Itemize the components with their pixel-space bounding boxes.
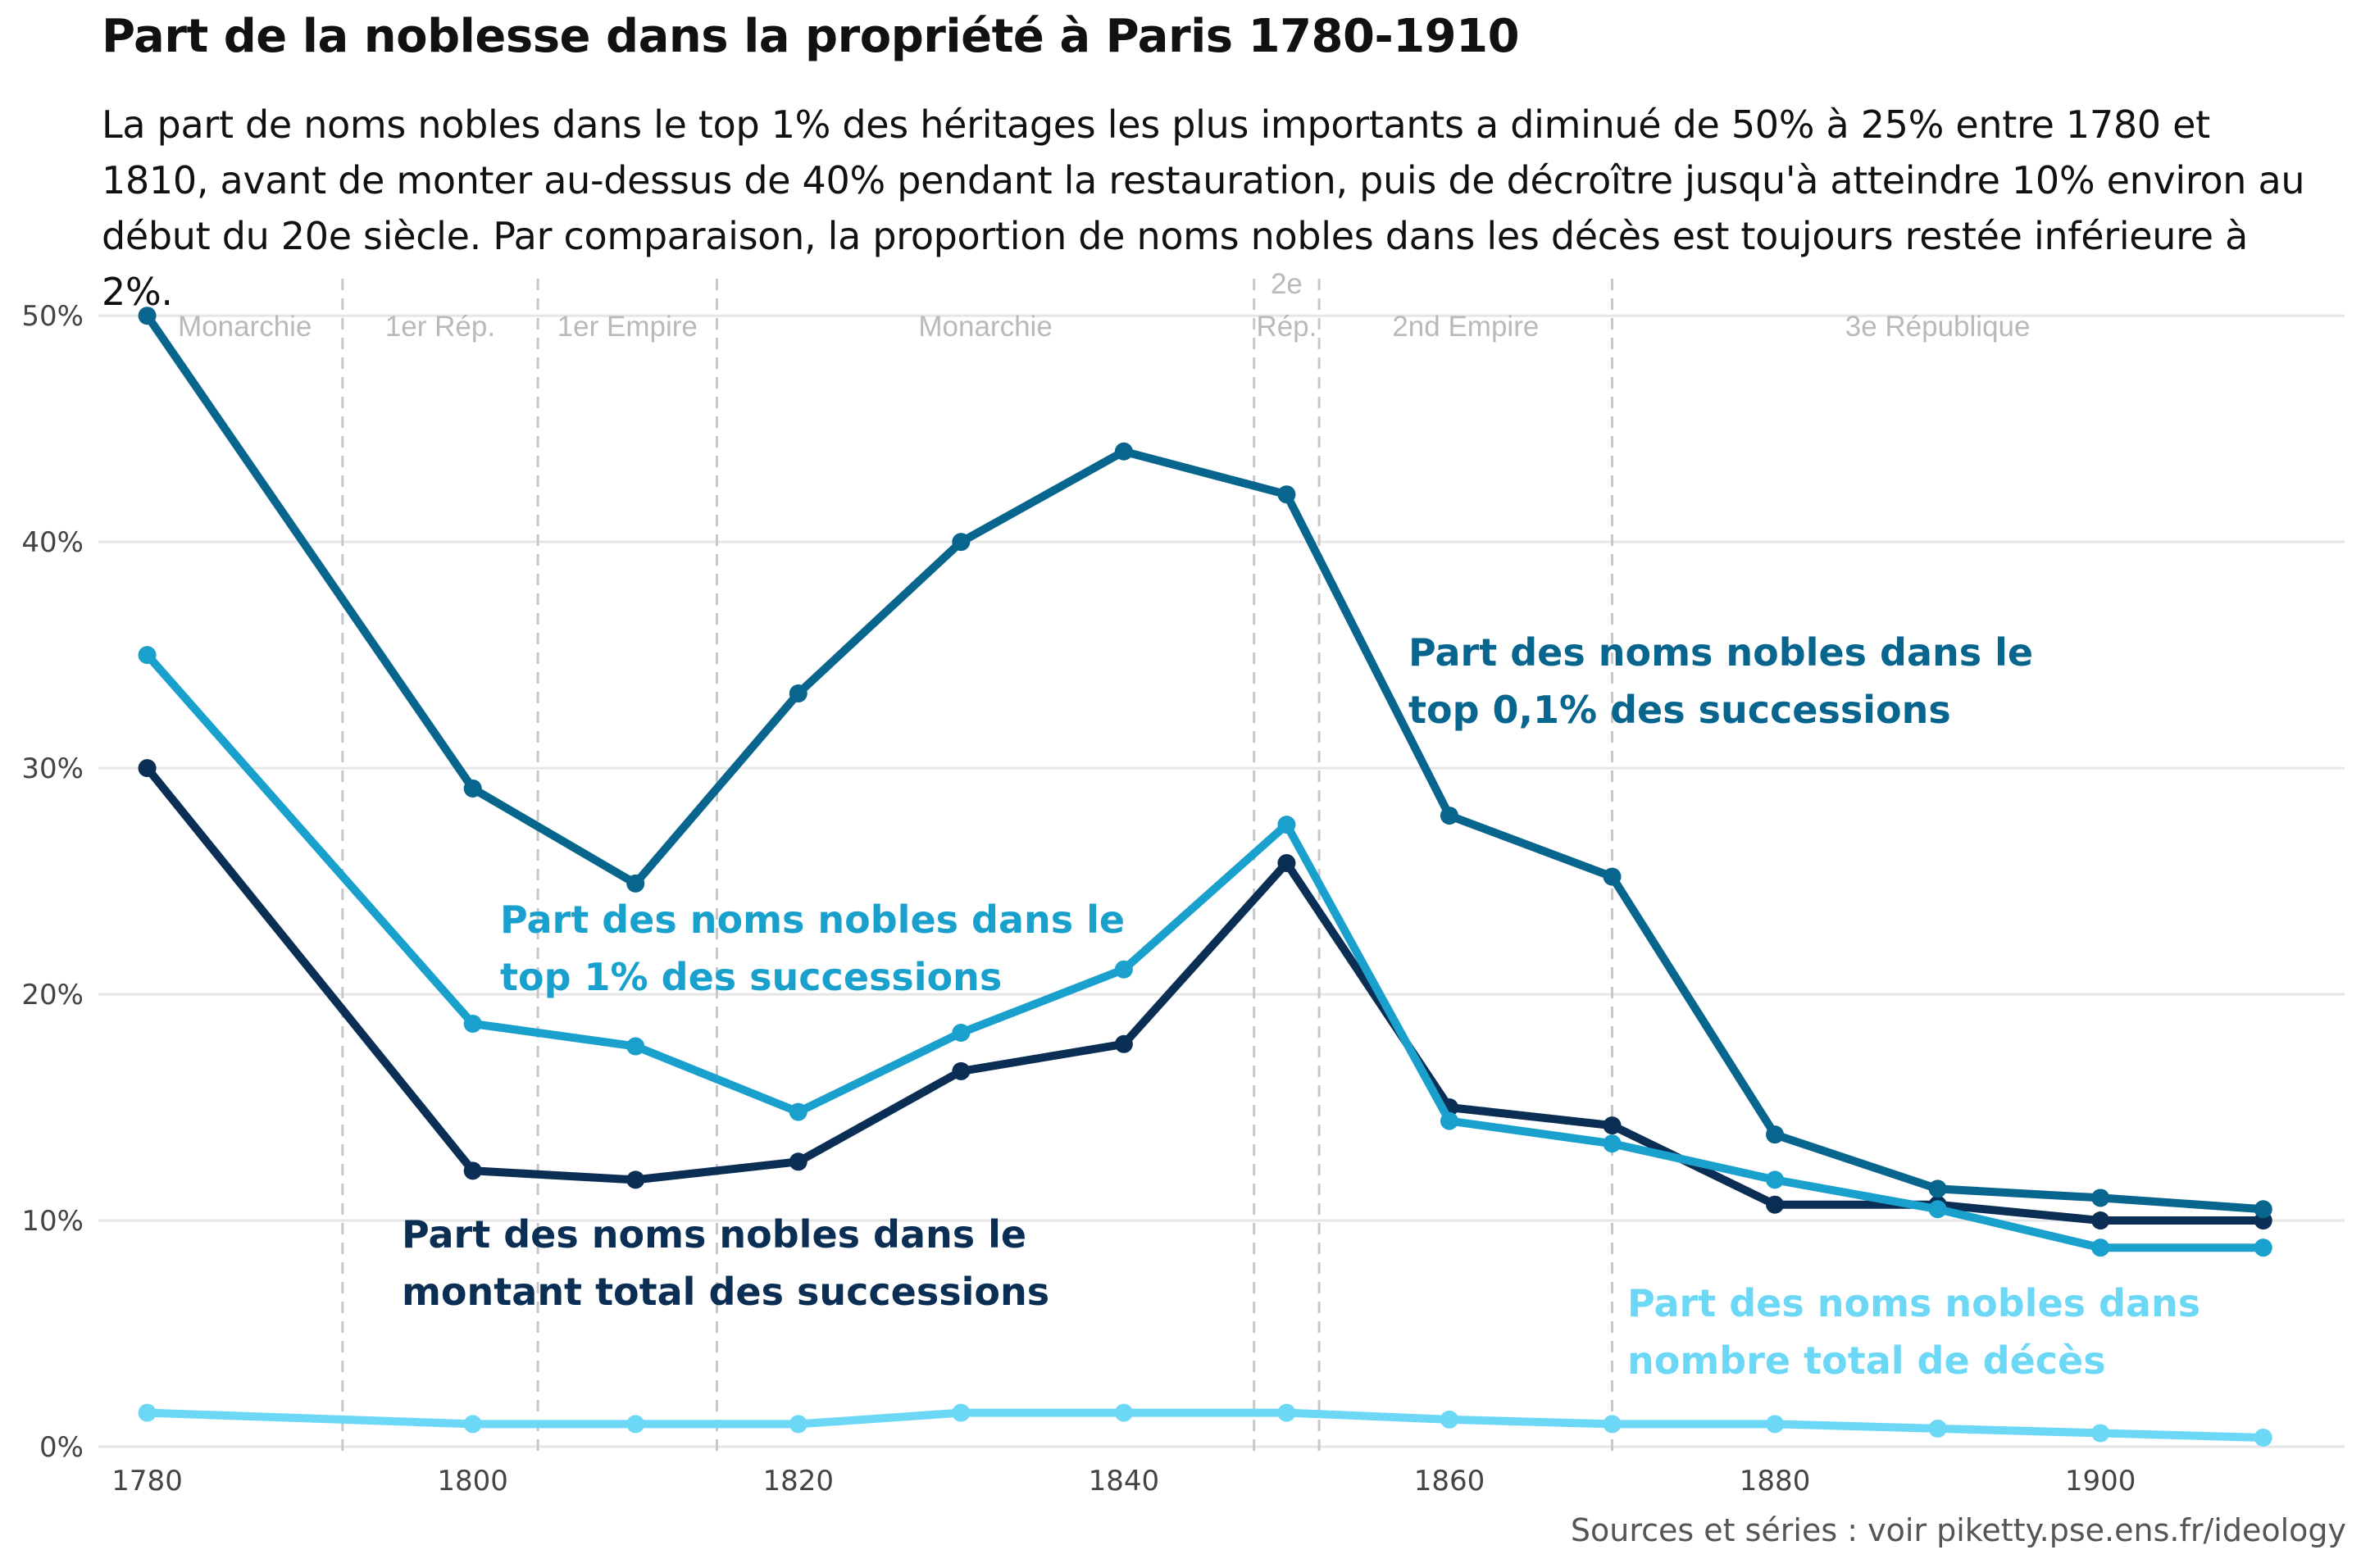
y-tick-label: 30% [21,752,84,785]
data-point [463,1014,482,1033]
data-point [1440,1111,1458,1130]
series-label-line: Part des noms nobles dans le [500,898,1125,942]
period-label: Monarchie [918,311,1052,343]
source-note: Sources et séries : voir piketty.pse.ens… [1570,1512,2346,1548]
period-label: Monarchie [178,311,312,343]
data-point [1766,1125,1785,1144]
data-point [463,1415,482,1434]
y-tick-label: 20% [21,979,84,1011]
y-tick-label: 10% [21,1205,84,1238]
data-point [1766,1195,1785,1214]
data-point [1603,867,1622,886]
data-point [626,1170,645,1189]
series-line [143,311,2268,1214]
y-axis: 0% 10% 20% 30% 40% 50% [21,300,84,1464]
data-point [1603,1415,1622,1434]
data-point [2254,1200,2272,1219]
y-tick-label: 0% [39,1431,84,1464]
series-label: Part des noms nobles dans le top 0,1% des… [1408,630,2033,732]
data-point [952,1023,971,1042]
data-point [789,1415,807,1434]
x-tick-label: 1900 [2065,1465,2136,1498]
series-1 [138,646,2272,1257]
y-tick-label: 40% [21,526,84,559]
series-label-line: montant total des successions [402,1270,1049,1314]
data-point [138,646,157,665]
data-point [1114,1403,1133,1422]
data-point [463,779,482,798]
period-label: 2nd Empire [1392,311,1539,343]
series-label-line: Part des noms nobles dans le [402,1212,1026,1257]
x-tick-label: 1840 [1089,1465,1160,1498]
data-point [1766,1170,1785,1189]
data-point [1440,807,1458,825]
x-tick-label: 1880 [1740,1465,1811,1498]
data-point [1928,1200,1947,1219]
data-point [1603,1116,1622,1135]
period-label: 1er Empire [557,311,698,343]
data-point [2091,1188,2110,1207]
gridlines [98,314,2345,1448]
data-point [789,1152,807,1171]
y-tick-label: 50% [21,300,84,333]
x-tick-label: 1820 [763,1465,835,1498]
x-tick-label: 1780 [111,1465,183,1498]
data-point [2254,1238,2272,1257]
data-point [1766,1415,1785,1434]
series-label: Part des noms nobles dans nombre total de… [1627,1281,2200,1383]
data-point [2091,1424,2110,1443]
series-3 [138,1403,2272,1447]
data-point [138,759,157,778]
data-point [1603,1134,1622,1153]
data-point [1440,1410,1458,1429]
chart-title: Part de la noblesse dans la propriété à … [102,10,1520,63]
series-0 [138,307,2272,1219]
series-labels: Part des noms nobles dans le top 0,1% des… [402,630,2200,1383]
data-point [1114,960,1133,979]
data-point [1114,442,1133,461]
chart-subtitle: La part de noms nobles dans le top 1% de… [102,102,2305,314]
data-point [463,1161,482,1180]
data-point [2091,1238,2110,1257]
data-point [138,1403,157,1422]
data-point [1277,854,1296,873]
x-tick-label: 1860 [1414,1465,1485,1498]
series-label: Part des noms nobles dans le montant tota… [402,1212,1049,1314]
series-label-line: top 0,1% des successions [1408,688,1951,732]
period-label: Rép. [1256,311,1317,343]
data-point [1277,816,1296,834]
series-label-line: Part des noms nobles dans le [1408,630,2033,675]
data-point [2254,1428,2272,1447]
x-axis: 1780 1800 1820 1840 1860 1880 1900 [111,1465,2136,1498]
data-point [626,874,645,893]
series-label-line: top 1% des successions [500,955,1002,999]
data-point [789,1102,807,1121]
data-point [952,1061,971,1080]
data-point [626,1415,645,1434]
x-tick-label: 1800 [437,1465,508,1498]
data-point [952,533,971,552]
data-point [1928,1419,1947,1438]
series-label-line: Part des noms nobles dans [1627,1281,2200,1325]
series-label: Part des noms nobles dans le top 1% des s… [500,898,1125,999]
data-point [2091,1211,2110,1230]
data-point [1928,1179,1947,1198]
data-point [1114,1034,1133,1053]
data-point [789,684,807,703]
data-point [138,307,157,325]
series-lines [138,307,2272,1447]
data-point [1277,485,1296,504]
period-labels: Monarchie 1er Rép. 1er Empire Monarchie 2e Ré… [178,268,2031,343]
data-point [1277,1403,1296,1422]
data-point [626,1037,645,1056]
data-point [952,1403,971,1422]
series-label-line: nombre total de décès [1627,1338,2106,1383]
period-label: 2e [1271,268,1303,300]
period-label: 1er Rép. [385,311,495,343]
period-label: 3e République [1845,311,2031,343]
